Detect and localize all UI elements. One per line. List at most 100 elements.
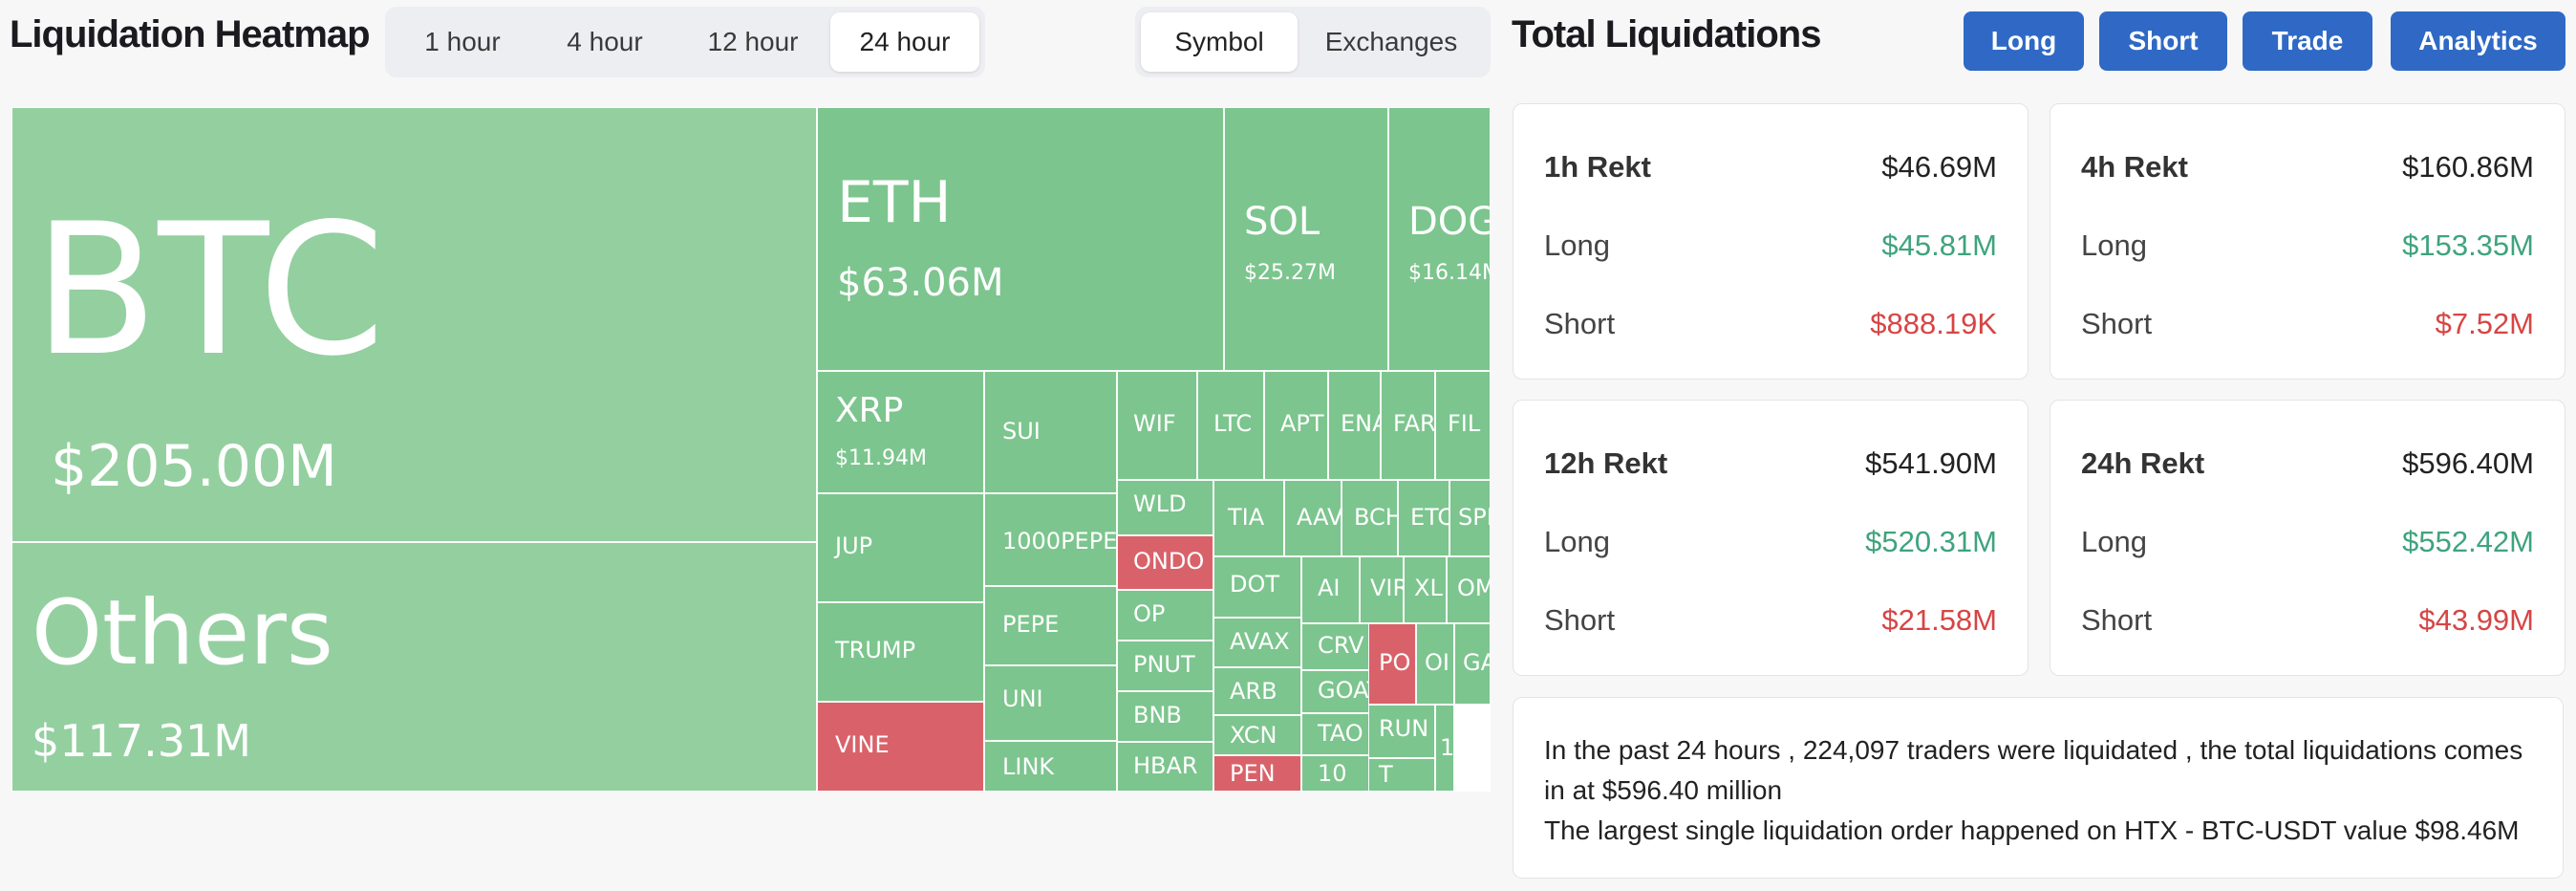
long-value: $45.81M bbox=[1881, 228, 1997, 262]
heatmap-tile-doge[interactable]: DOGE $16.14M bbox=[1388, 107, 1491, 371]
heatmap-tile-etc[interactable]: ETC bbox=[1398, 480, 1449, 556]
tile-symbol: PEN bbox=[1230, 760, 1276, 787]
long-value: $153.35M bbox=[2402, 228, 2534, 262]
heatmap-tile-pen[interactable]: PEN bbox=[1213, 755, 1301, 792]
timeframe-1h-tab[interactable]: 1 hour bbox=[424, 27, 501, 56]
view-exchanges-tab[interactable]: Exchanges bbox=[1324, 27, 1458, 56]
short-value: $7.52M bbox=[2435, 307, 2534, 340]
liquidation-summary: In the past 24 hours , 224,097 traders w… bbox=[1513, 697, 2564, 879]
heatmap-tile-jup[interactable]: JUP bbox=[817, 493, 984, 602]
heatmap-tile-fil[interactable]: FIL bbox=[1435, 371, 1491, 480]
summary-text: In the past 24 hours , 224,097 traders w… bbox=[1544, 735, 2523, 805]
heatmap-tile-xrp[interactable]: XRP $11.94M bbox=[817, 371, 984, 493]
analytics-button[interactable]: Analytics bbox=[2391, 11, 2565, 71]
heatmap-tile-aave[interactable]: AAVE bbox=[1284, 480, 1342, 556]
tile-symbol: 10 bbox=[1318, 760, 1347, 787]
tile-symbol: ENA bbox=[1341, 410, 1380, 437]
heatmap-tile-apt[interactable]: APT bbox=[1264, 371, 1328, 480]
short-button[interactable]: Short bbox=[2099, 11, 2227, 71]
tile-symbol: LINK bbox=[1002, 753, 1055, 780]
tile-symbol: UNI bbox=[1002, 685, 1043, 712]
heatmap-tile-arb[interactable]: ARB bbox=[1213, 667, 1301, 715]
tile-symbol: OI bbox=[1425, 649, 1449, 676]
tile-symbol: DOGE bbox=[1408, 200, 1490, 244]
view-symbol-tab[interactable]: Symbol bbox=[1141, 12, 1298, 72]
heatmap-tile-xcn[interactable]: XCN bbox=[1213, 715, 1301, 755]
heatmap-tile-vine[interactable]: VINE bbox=[817, 702, 984, 792]
heatmap-tile-uni[interactable]: UNI bbox=[984, 665, 1117, 741]
heatmap-tile-others[interactable]: Others $117.31M bbox=[11, 542, 817, 792]
heatmap-tile-eth[interactable]: ETH $63.06M bbox=[817, 107, 1224, 371]
view-selector: Symbol Exchanges bbox=[1135, 7, 1491, 77]
heatmap-tile-pnut[interactable]: PNUT bbox=[1117, 641, 1213, 691]
tile-symbol: SPELL bbox=[1458, 504, 1490, 531]
long-value: $552.42M bbox=[2402, 525, 2534, 558]
timeframe-24h-tab[interactable]: 24 hour bbox=[830, 12, 979, 72]
heatmap-tile-ondo[interactable]: ONDO bbox=[1117, 535, 1213, 590]
heatmap-tile-po[interactable]: PO bbox=[1368, 623, 1416, 705]
long-button[interactable]: Long bbox=[1964, 11, 2084, 71]
heatmap-tile-ena[interactable]: ENA bbox=[1328, 371, 1381, 480]
short-label: Short bbox=[2081, 603, 2153, 637]
tile-symbol: SOL bbox=[1244, 200, 1320, 244]
heatmap-tile-pepe[interactable]: PEPE bbox=[984, 586, 1117, 665]
heatmap-tile-bnb[interactable]: BNB bbox=[1117, 691, 1213, 742]
heatmap-tile-run[interactable]: RUN bbox=[1368, 705, 1435, 758]
heatmap-tile-tia[interactable]: TIA bbox=[1213, 480, 1284, 556]
tile-symbol: XCN bbox=[1230, 722, 1277, 749]
heatmap-tile-far[interactable]: FAR bbox=[1381, 371, 1435, 480]
heatmap-tile-bch[interactable]: BCH bbox=[1342, 480, 1398, 556]
heatmap-tile-ltc[interactable]: LTC bbox=[1197, 371, 1264, 480]
tile-symbol: VINE bbox=[835, 731, 890, 758]
heatmap-tile-wld[interactable]: WLD bbox=[1117, 480, 1213, 535]
heatmap-tile-1000pepe[interactable]: 1000PEPE bbox=[984, 493, 1117, 586]
heatmap-tile-om[interactable]: OM bbox=[1447, 556, 1491, 623]
card-label: 1h Rekt bbox=[1544, 150, 1651, 184]
tile-symbol: VIR bbox=[1370, 575, 1403, 601]
tile-symbol: Others bbox=[32, 581, 333, 685]
card-label: 24h Rekt bbox=[2081, 446, 2205, 480]
card-total: $46.69M bbox=[1881, 150, 1997, 184]
timeframe-12h-tab[interactable]: 12 hour bbox=[707, 27, 799, 56]
heatmap-tile-1[interactable]: 1 bbox=[1435, 705, 1454, 792]
heatmap-tile-vir[interactable]: VIR bbox=[1360, 556, 1404, 623]
heatmap-tile-hbar[interactable]: HBAR bbox=[1117, 742, 1213, 792]
short-value: $888.19K bbox=[1870, 307, 1997, 340]
heatmap-tile-oi[interactable]: OI bbox=[1416, 623, 1454, 705]
card-total: $541.90M bbox=[1865, 446, 1997, 480]
tile-symbol: PEPE bbox=[1002, 611, 1060, 638]
tile-symbol: GAL bbox=[1463, 649, 1490, 676]
total-liquidations-title: Total Liquidations bbox=[1512, 13, 1821, 55]
tile-amount: $25.27M bbox=[1244, 261, 1336, 285]
heatmap-tile-sol[interactable]: SOL $25.27M bbox=[1224, 107, 1388, 371]
tile-symbol: ONDO bbox=[1133, 548, 1205, 575]
tile-symbol: BNB bbox=[1133, 702, 1182, 728]
heatmap-tile-xl[interactable]: XL bbox=[1404, 556, 1447, 623]
heatmap-tile-trump[interactable]: TRUMP bbox=[817, 602, 984, 702]
trade-button[interactable]: Trade bbox=[2243, 11, 2372, 71]
tile-symbol: TIA bbox=[1228, 504, 1265, 531]
heatmap-tile-avax[interactable]: AVAX bbox=[1213, 618, 1301, 667]
tile-symbol: OP bbox=[1133, 600, 1166, 627]
tile-symbol: AVAX bbox=[1230, 628, 1290, 655]
tile-symbol: SUI bbox=[1002, 418, 1041, 445]
heatmap-tile-gal[interactable]: GAL bbox=[1454, 623, 1491, 705]
heatmap-tile-t[interactable]: T bbox=[1368, 758, 1435, 792]
short-label: Short bbox=[1544, 603, 1616, 637]
tile-symbol: FAR bbox=[1393, 410, 1435, 437]
heatmap-tile-sui[interactable]: SUI bbox=[984, 371, 1117, 493]
tile-symbol: AAVE bbox=[1297, 504, 1342, 531]
heatmap-tile-spell[interactable]: SPELL bbox=[1449, 480, 1491, 556]
heatmap-tile-link[interactable]: LINK bbox=[984, 741, 1117, 792]
heatmap-tile-ai[interactable]: AI bbox=[1301, 556, 1360, 623]
heatmap-tile-btc[interactable]: BTC $205.00M bbox=[11, 107, 817, 542]
tile-symbol: 1000PEPE bbox=[1002, 528, 1117, 554]
tile-symbol: ETH bbox=[837, 169, 952, 236]
timeframe-4h-tab[interactable]: 4 hour bbox=[567, 27, 643, 56]
heatmap-tile-op[interactable]: OP bbox=[1117, 590, 1213, 641]
tile-symbol: ARB bbox=[1230, 678, 1277, 705]
heatmap-title: Liquidation Heatmap bbox=[10, 13, 371, 55]
short-label: Short bbox=[2081, 307, 2153, 340]
heatmap-tile-wif[interactable]: WIF bbox=[1117, 371, 1197, 480]
heatmap-tile-dot[interactable]: DOT bbox=[1213, 556, 1301, 618]
